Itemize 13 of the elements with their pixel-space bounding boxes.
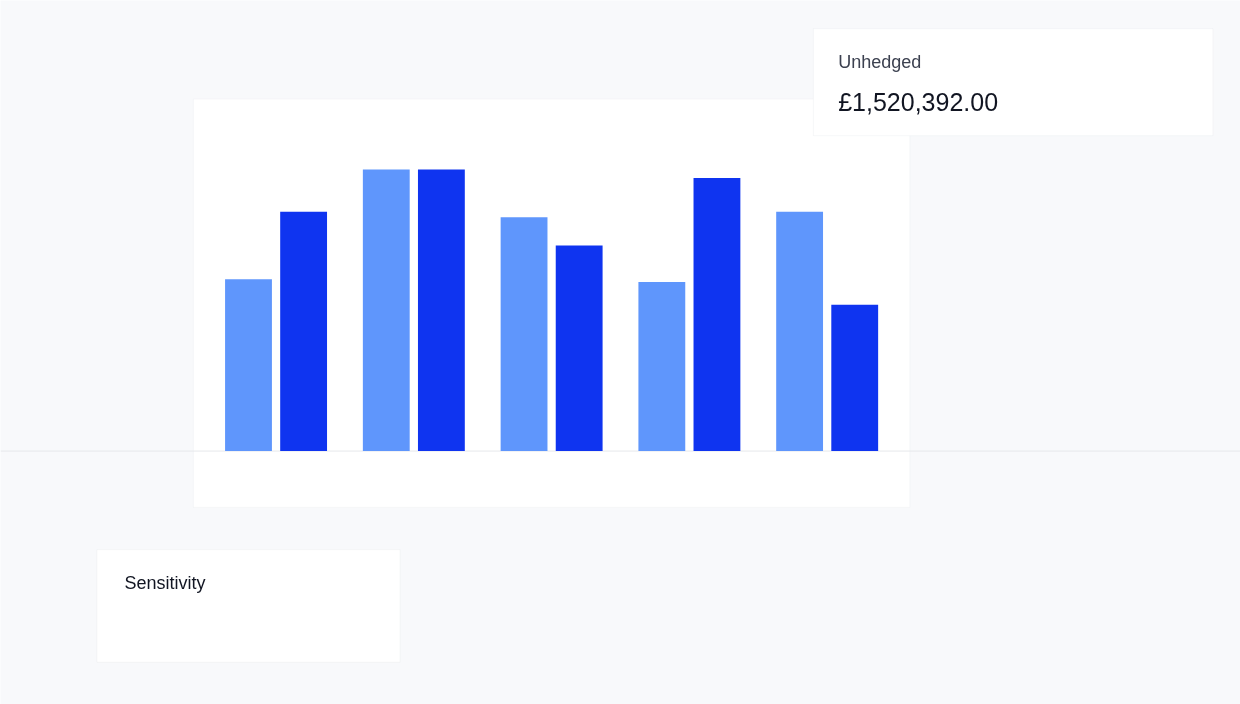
bar [362, 169, 410, 452]
bar [831, 304, 879, 452]
bar [417, 169, 465, 452]
bar [638, 282, 686, 452]
bar [225, 279, 272, 452]
bar [693, 177, 741, 452]
bar [280, 211, 328, 452]
bar [776, 211, 824, 452]
text: Sensitivity [124, 573, 206, 594]
bar [555, 245, 603, 452]
bar [500, 217, 548, 452]
text: £1,520,392.00 [838, 87, 999, 116]
text: Unhedged [838, 52, 922, 73]
